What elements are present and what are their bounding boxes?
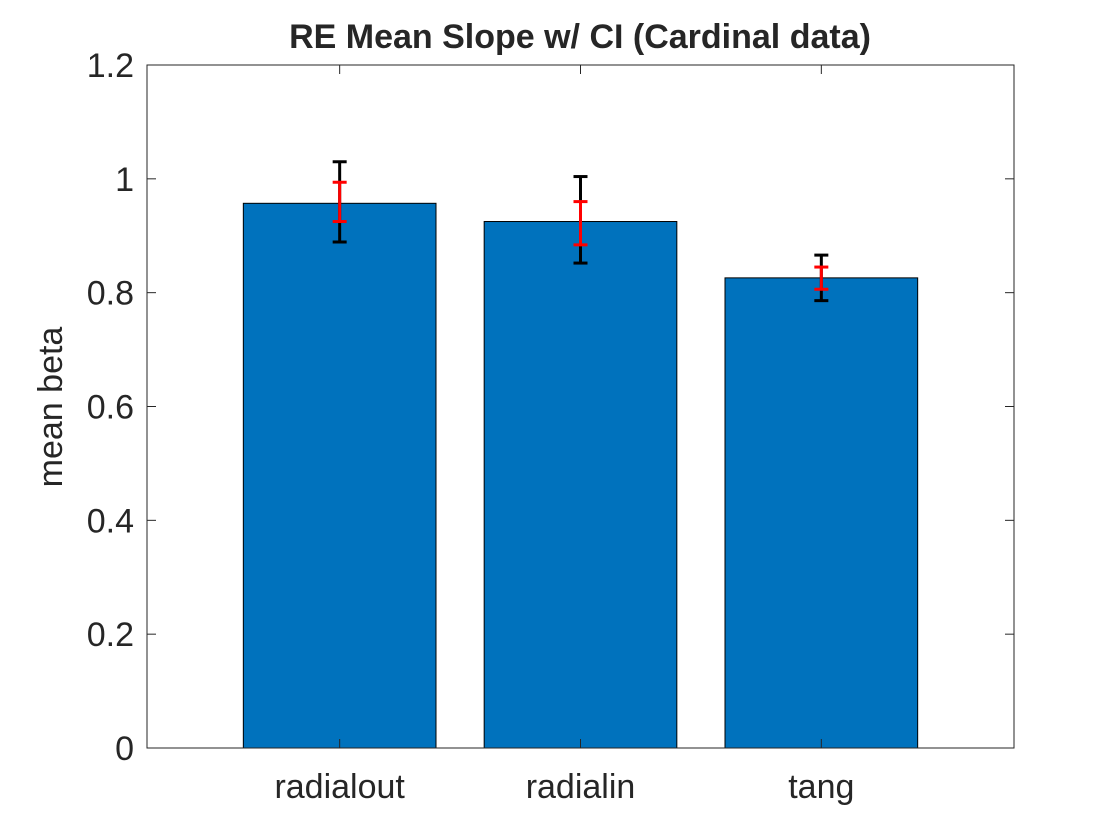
bar-radialin — [483, 221, 678, 749]
inner-ci-tang — [814, 265, 829, 291]
plot-area: 0 0.2 0.4 0.6 0.8 1 1.2 radialout radialin tang — [87, 47, 1015, 806]
x-tick-label-radialout: radialout — [274, 768, 405, 806]
y-tick-label: 0.6 — [87, 389, 134, 427]
inner-ci-radialin — [573, 200, 588, 247]
y-tick-label: 0.8 — [87, 275, 134, 313]
y-axis-label: mean beta — [32, 327, 70, 488]
y-tick-label: 0 — [115, 730, 134, 768]
chart-title: RE Mean Slope w/ CI (Cardinal data) — [289, 18, 871, 56]
y-tick-label: 0.4 — [87, 502, 134, 540]
x-tick-label-tang: tang — [788, 768, 854, 806]
y-tick-label: 0.2 — [87, 616, 134, 654]
bar-radialout — [242, 202, 437, 749]
x-tick-label-radialin: radialin — [526, 768, 636, 806]
inner-ci-radialout — [332, 180, 347, 224]
bar-tang — [724, 277, 919, 749]
y-tick-label: 1.2 — [87, 47, 134, 85]
y-tick-label: 1 — [115, 161, 134, 199]
